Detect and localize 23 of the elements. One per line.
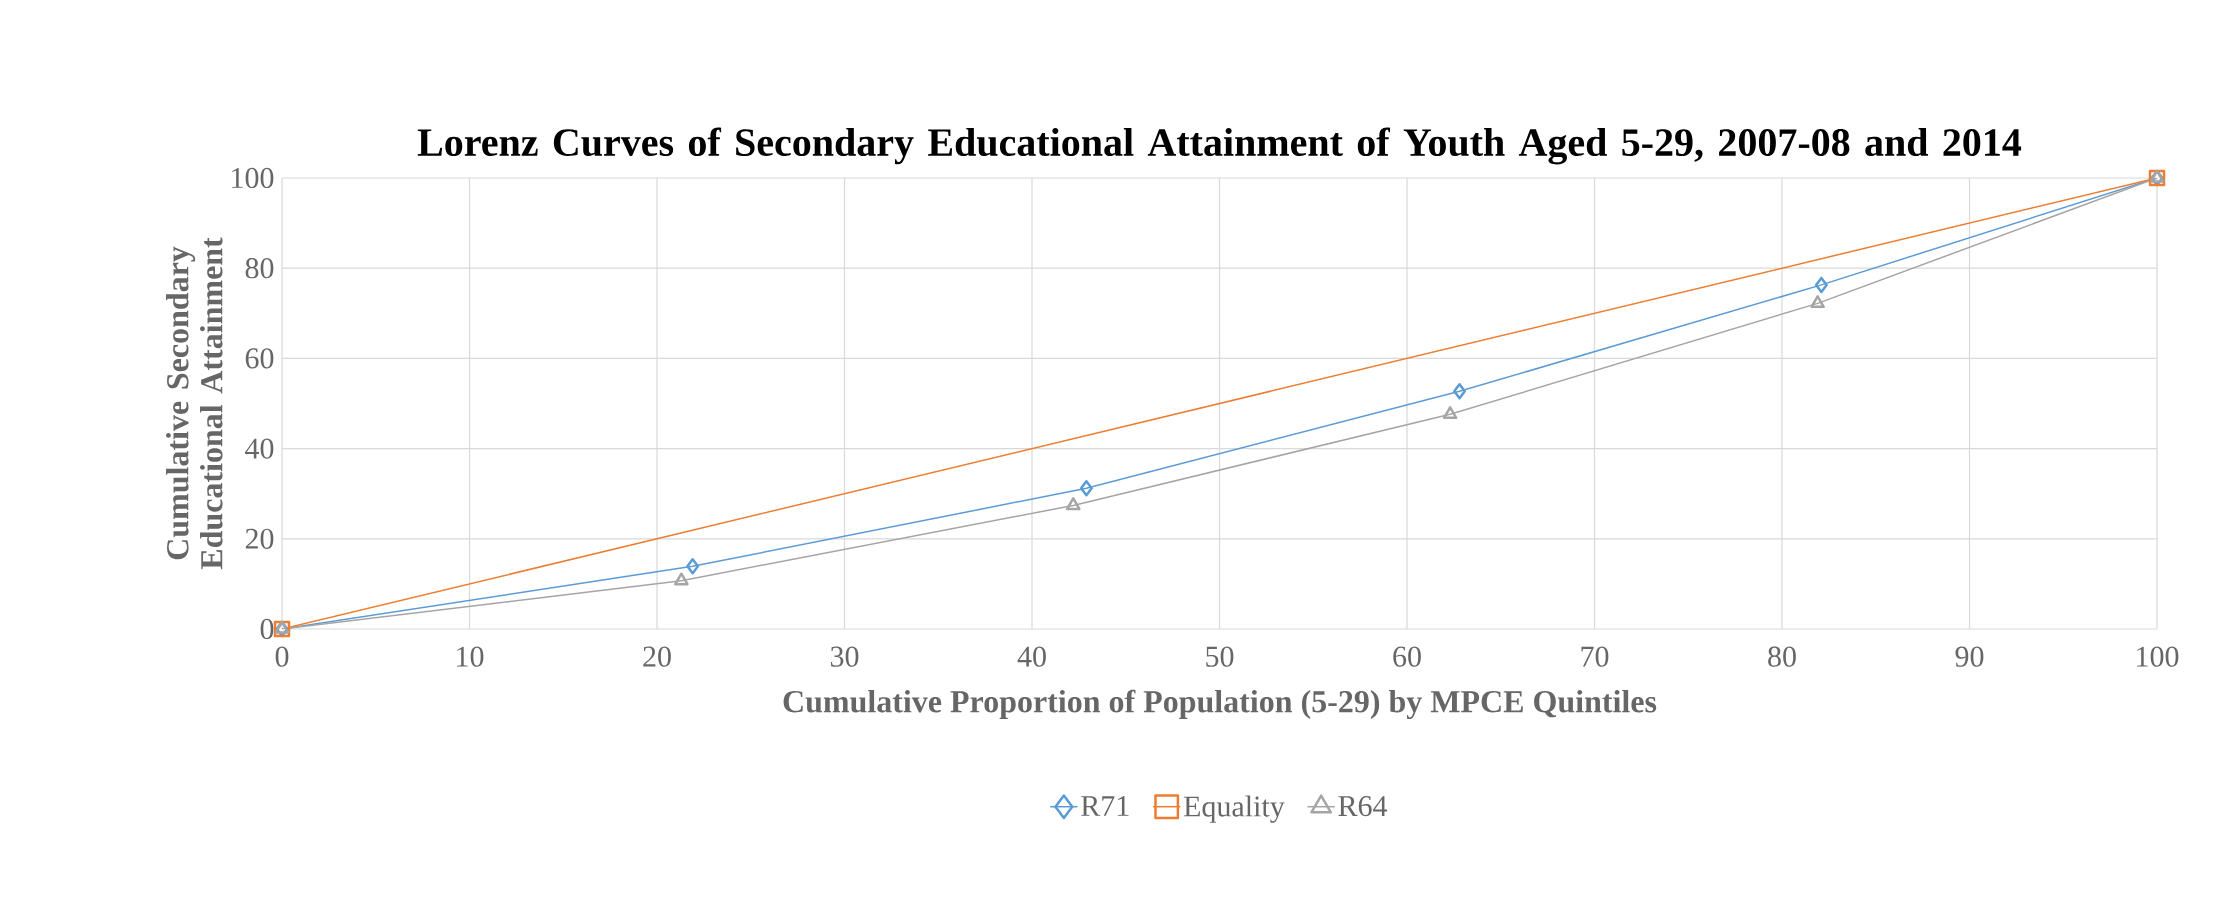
- x-tick-label: 10: [457, 646, 484, 667]
- y-tick-label: 0: [260, 618, 274, 640]
- y-tick-label: 80: [245, 258, 274, 279]
- x-axis-title: Cumulative Proportion of Population (5-29) by MPCE Quintiles: [783, 689, 1657, 720]
- x-tick-label: 0: [275, 646, 289, 667]
- y-tick-label: 60: [245, 348, 274, 369]
- x-tick-label: 50: [1206, 646, 1234, 667]
- x-tick-label: 30: [830, 646, 859, 667]
- y-tick-label: 40: [245, 438, 274, 459]
- x-tick-label: 60: [1393, 646, 1421, 667]
- x-tick-label: 100: [2137, 646, 2179, 667]
- chart-title: Lorenz Curves of Secondary Educational Attainment of Youth Aged 5-29, 2007-08 and 2014: [417, 127, 2022, 165]
- y-tick-label: 20: [245, 528, 274, 549]
- x-tick-label: 80: [1768, 646, 1796, 667]
- legend-label: R71: [1081, 796, 1129, 816]
- y-tick-label: 100: [232, 167, 274, 189]
- x-tick-label: 90: [1955, 646, 1984, 667]
- legend-label: Equality: [1183, 795, 1285, 823]
- x-tick-label: 40: [1017, 646, 1046, 667]
- y-axis-title: Cumulative Secondary Educational Attainment: [166, 237, 223, 570]
- x-tick-label: 20: [643, 646, 671, 667]
- x-tick-label: 70: [1581, 646, 1609, 667]
- legend-label: R64: [1338, 796, 1388, 817]
